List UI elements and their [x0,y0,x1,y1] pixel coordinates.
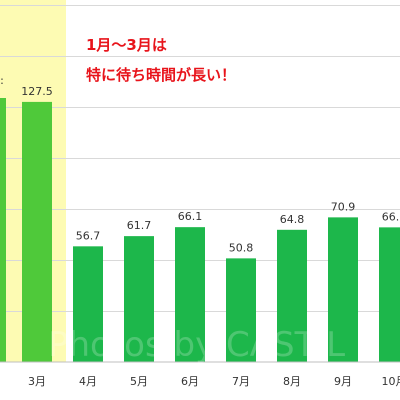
annotation-line-1: 1月～3月は [86,36,167,54]
bar [328,217,358,362]
x-tick-label: 3月 [28,375,46,388]
value-labels: 127.5 56.7 61.7 66.1 50.8 64.8 70.9 66.0 [21,85,400,254]
x-tick-label: 10月 [382,375,400,388]
bar [124,236,154,362]
bar-value-label: 70.9 [331,200,356,213]
bar-value-label: 61.7 [127,219,152,232]
bar-value-label: 66.1 [178,210,203,223]
bar [22,101,52,363]
bar [277,229,307,362]
annotation-line-2: 特に待ち時間が長い！ [86,66,236,84]
x-tick-label: 4月 [79,375,97,388]
x-tick-labels: 3月 4月 5月 6月 7月 8月 9月 10月 [28,375,400,388]
bar-value-label: 50.8 [229,241,254,254]
bar [226,258,256,362]
watermark: Photos by CAST L [48,325,345,365]
bar-value-label: 66.0 [382,210,400,223]
bar-value-label: 127.5 [21,85,53,98]
bar-series [22,101,400,363]
x-tick-label: 5月 [130,375,148,388]
bar [379,227,400,362]
x-tick-label: 6月 [181,375,199,388]
bar-value-label: 64.8 [280,213,305,226]
bar [175,227,205,362]
bar-value-label: 56.7 [76,229,101,242]
x-tick-label: 7月 [232,375,250,388]
x-tick-label: 8月 [283,375,301,388]
x-tick-label: 9月 [334,375,352,388]
clipped-bar [0,98,6,362]
clipped-bar-label: : [0,74,4,87]
bar [73,246,103,362]
